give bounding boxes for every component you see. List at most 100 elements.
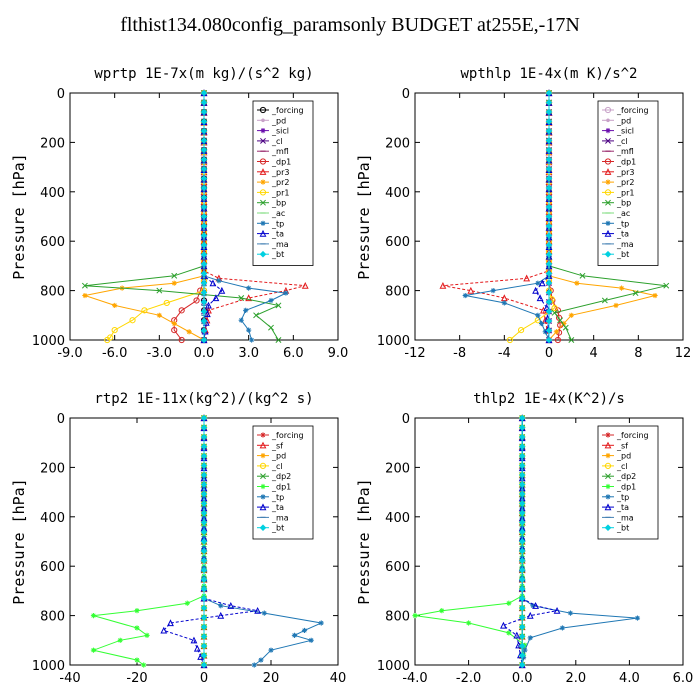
data-point <box>551 304 558 311</box>
data-point <box>171 280 177 286</box>
data-point <box>518 528 526 536</box>
data-point <box>545 260 553 268</box>
legend-label: _ma <box>616 240 634 249</box>
data-point <box>246 327 252 333</box>
series-tp <box>462 90 552 343</box>
series-line <box>548 93 656 341</box>
legend-label: _sicl <box>616 127 634 136</box>
legend-marker <box>259 503 267 511</box>
legend-marker <box>605 137 611 144</box>
legend-label: _pr1 <box>616 188 634 197</box>
legend-label: _forcing <box>616 106 649 115</box>
data-point <box>117 637 123 643</box>
legend-label: _bt <box>271 524 284 533</box>
data-point <box>238 317 244 323</box>
data-point <box>545 317 553 325</box>
data-point <box>190 636 198 644</box>
data-point <box>517 327 525 334</box>
series-ta <box>500 414 561 669</box>
data-point <box>200 232 208 239</box>
data-point <box>134 625 140 631</box>
data-point <box>535 312 541 318</box>
legend-label: _pr2 <box>271 178 289 187</box>
legend-label: _bp <box>271 199 286 208</box>
data-point <box>200 336 208 344</box>
data-point <box>301 627 308 634</box>
legend-label: _sicl <box>271 127 289 136</box>
data-point <box>200 241 208 249</box>
y-tick-label: 800 <box>40 285 65 300</box>
data-point <box>518 585 526 593</box>
legend-marker <box>604 168 612 175</box>
x-tick-label: 8 <box>634 346 642 361</box>
data-point <box>518 604 526 612</box>
data-point <box>200 289 208 296</box>
legend-marker <box>259 189 267 196</box>
legend-label: _ta <box>616 503 629 512</box>
data-point <box>559 625 565 631</box>
x-tick-label: -4 <box>498 346 511 361</box>
legend-marker <box>259 441 267 449</box>
data-point <box>246 285 252 291</box>
legend-label: _bp <box>616 199 631 208</box>
data-point <box>532 602 540 609</box>
data-point <box>268 647 274 653</box>
legend-marker <box>605 199 611 206</box>
y-tick-label: 600 <box>40 235 65 250</box>
data-point <box>200 547 208 555</box>
data-point <box>200 433 208 441</box>
data-point <box>200 538 208 545</box>
series-bt <box>518 414 526 669</box>
data-point <box>522 642 528 648</box>
x-tick-label: 0.0 <box>512 671 533 686</box>
x-tick-label: 0.0 <box>194 346 215 361</box>
data-point <box>218 286 226 294</box>
data-point <box>200 414 208 422</box>
data-point <box>520 654 527 661</box>
data-point <box>200 298 208 306</box>
data-point <box>251 662 257 668</box>
legend-marker <box>260 494 266 500</box>
series-line <box>502 418 558 666</box>
legend-marker <box>604 229 612 237</box>
legend-marker <box>605 453 611 459</box>
data-point <box>200 576 208 583</box>
data-point <box>200 203 208 211</box>
series-pr1 <box>104 89 208 344</box>
data-point <box>200 127 208 135</box>
legend-label: _forcing <box>271 431 304 440</box>
data-point <box>513 631 521 639</box>
x-tick-label: 20 <box>263 671 280 686</box>
legend-label: _pr3 <box>616 168 634 177</box>
data-point <box>545 298 553 306</box>
data-point <box>545 137 553 144</box>
data-point <box>178 307 185 314</box>
data-point <box>200 270 208 277</box>
data-point <box>518 509 526 517</box>
x-tick-label: -20 <box>126 671 147 686</box>
legend-marker <box>259 158 267 165</box>
y-tick-label: 600 <box>40 560 65 575</box>
legend-label: _bt <box>616 524 629 533</box>
data-point <box>579 272 586 279</box>
legend-label: _dp2 <box>616 472 636 481</box>
data-point <box>171 320 177 327</box>
data-point <box>283 290 289 296</box>
plot-frame <box>414 417 684 666</box>
data-point <box>104 336 111 344</box>
data-point <box>200 509 208 517</box>
data-point <box>156 287 163 294</box>
data-point <box>462 292 468 299</box>
legend-marker <box>260 128 266 134</box>
series-ta <box>160 414 262 669</box>
y-tick-label: 200 <box>40 136 65 151</box>
legend-label: _tp <box>271 219 284 228</box>
legend-label: _dp1 <box>616 158 636 167</box>
data-point <box>467 286 475 294</box>
data-point <box>518 490 526 498</box>
legend-marker <box>604 524 612 532</box>
panel-wprtp: wprtp 1E-7x(m kg)/(s^2 kg) Pressure [hPa]… <box>10 66 348 361</box>
data-point <box>545 108 553 116</box>
legend-marker <box>605 483 611 490</box>
data-point <box>200 623 208 631</box>
